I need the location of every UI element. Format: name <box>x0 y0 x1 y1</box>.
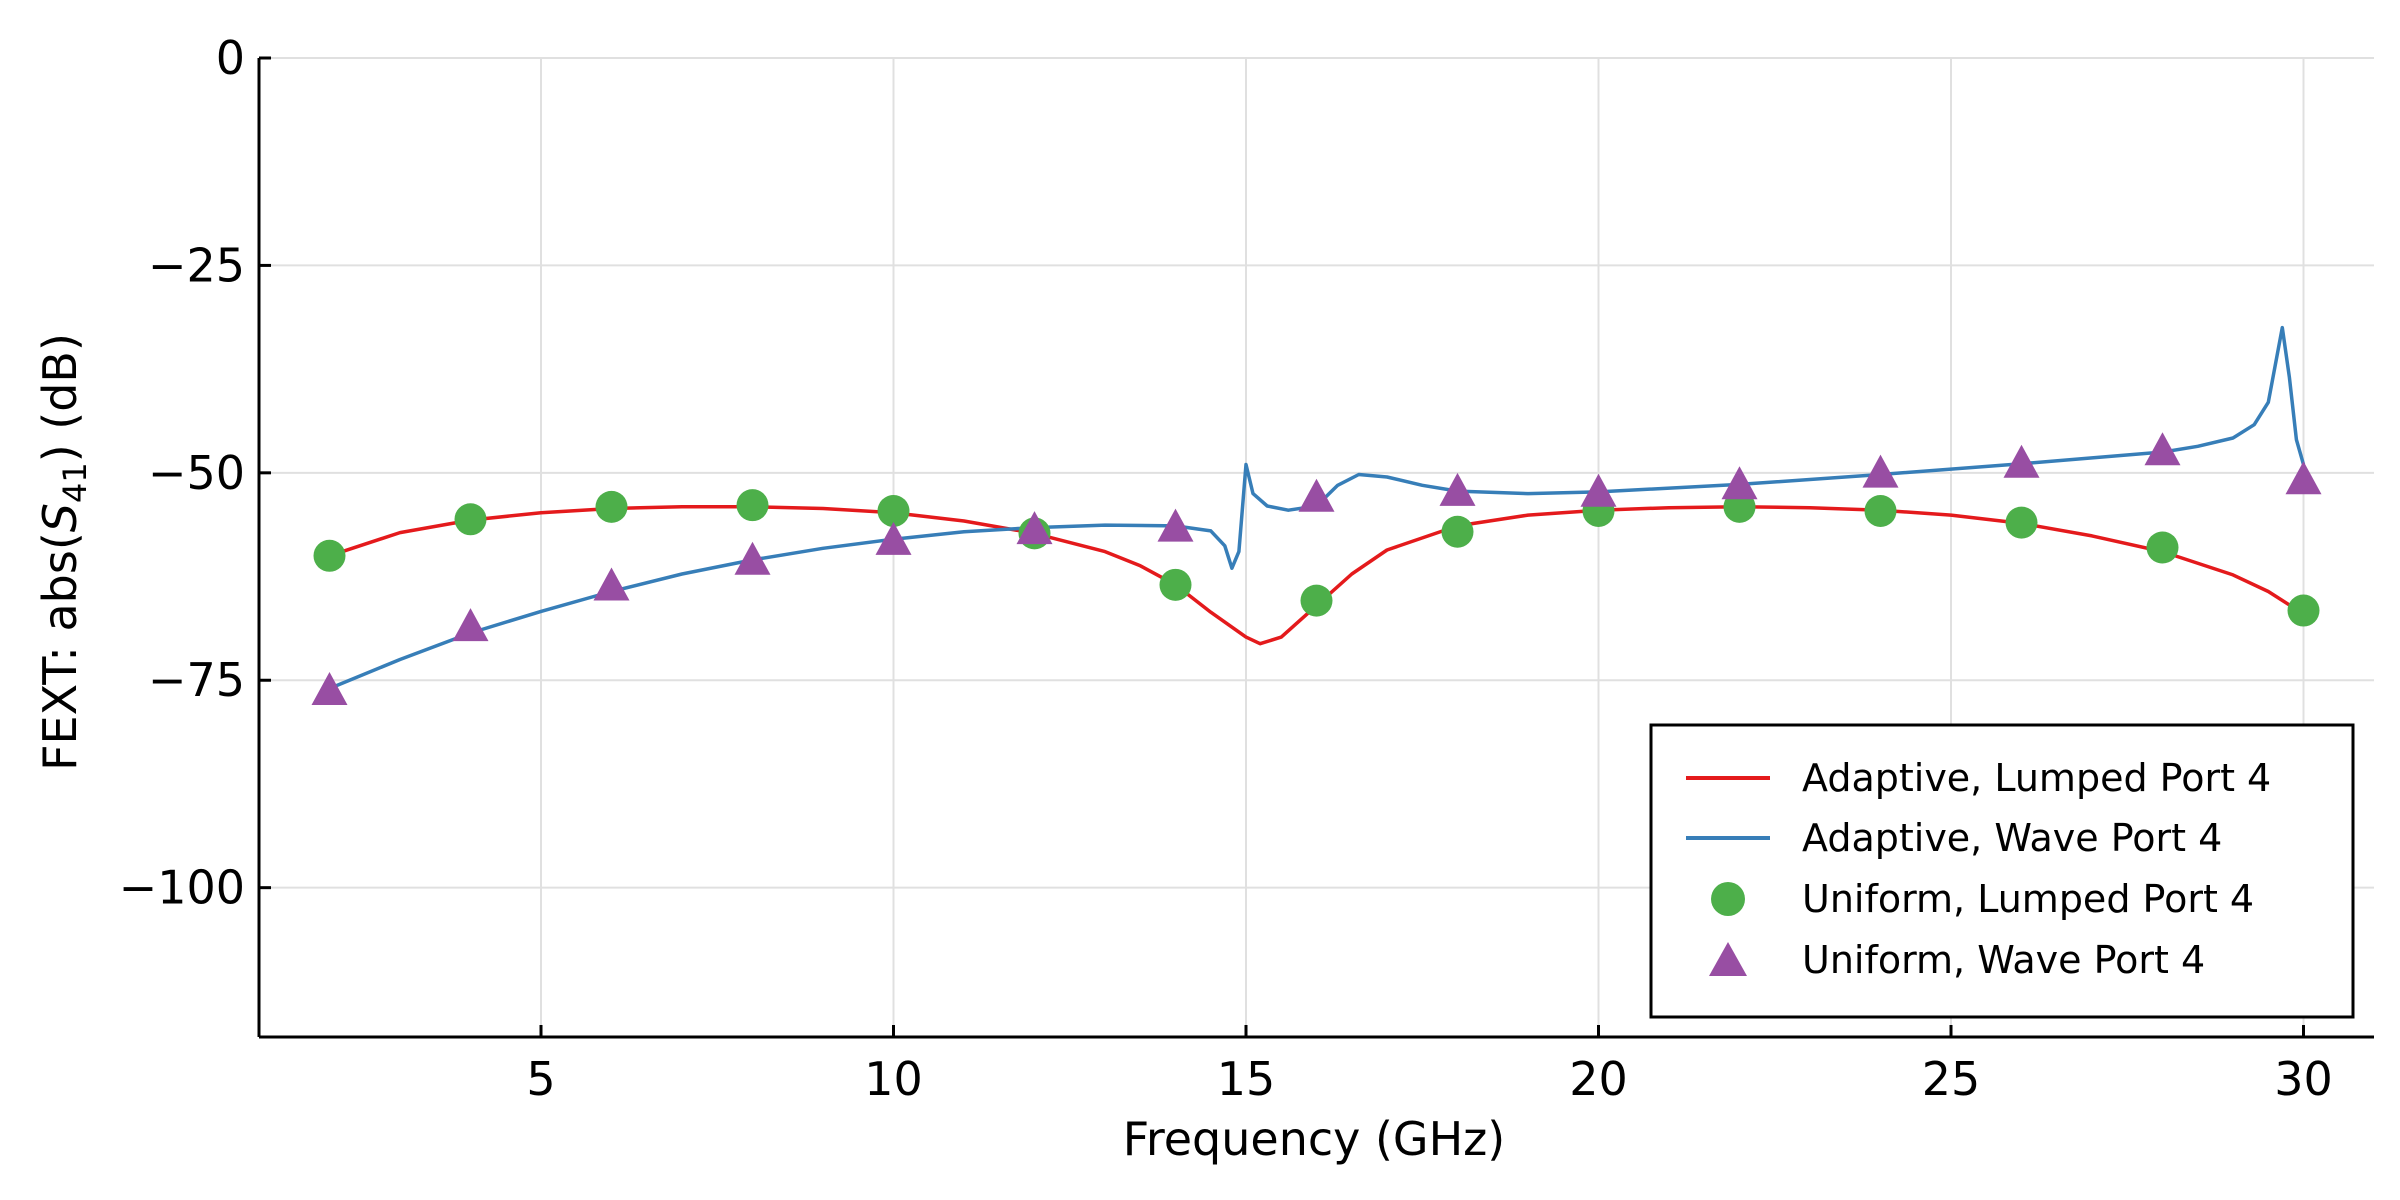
data-point-uniform-wave-port-4 <box>311 672 348 706</box>
y-axis-label-var: S <box>33 503 87 532</box>
data-point-uniform-wave-port-4 <box>1580 473 1617 507</box>
data-point-uniform-wave-port-4 <box>1157 508 1194 542</box>
data-point-uniform-lumped-port-4 <box>877 494 910 527</box>
legend: Adaptive, Lumped Port 4 Adaptive, Wave P… <box>1649 723 2355 1019</box>
series-line-adaptive-lumped-port-4 <box>328 505 2305 646</box>
data-point-uniform-lumped-port-4 <box>1864 494 1897 527</box>
data-point-uniform-wave-port-4 <box>1862 454 1899 488</box>
x-tick-label: 10 <box>864 1052 923 1106</box>
data-point-uniform-lumped-port-4 <box>1441 515 1474 548</box>
y-axis-label-suffix: ) (dB) <box>33 333 87 462</box>
legend-swatch-uniform-wave <box>1709 942 1747 976</box>
y-tick-label: −75 <box>148 653 245 707</box>
data-point-uniform-wave-port-4 <box>2003 444 2040 478</box>
tick-labels: 5 10 15 20 25 30 0 −25 −50 −75 −100 <box>119 31 2333 1106</box>
legend-label-uniform-wave: Uniform, Wave Port 4 <box>1802 938 2205 982</box>
data-point-uniform-wave-port-4 <box>2144 432 2181 466</box>
data-point-uniform-lumped-port-4 <box>313 539 346 572</box>
y-axis-label-prefix: FEXT: abs( <box>33 532 87 771</box>
x-tick-label: 5 <box>526 1052 555 1106</box>
data-point-uniform-wave-port-4 <box>1016 511 1053 545</box>
data-point-uniform-lumped-port-4 <box>2287 594 2320 627</box>
data-point-uniform-wave-port-4 <box>1721 466 1758 500</box>
y-tick-label: −25 <box>148 238 245 292</box>
x-axis-label: Frequency (GHz) <box>1123 1112 1506 1166</box>
data-point-uniform-wave-port-4 <box>2285 461 2322 495</box>
y-tick-label: 0 <box>216 31 245 85</box>
y-tick-label: −100 <box>119 861 245 915</box>
data-point-uniform-wave-port-4 <box>1298 478 1335 512</box>
data-point-uniform-wave-port-4 <box>875 521 912 555</box>
y-axis-label: FEXT: abs(S41) (dB) <box>33 333 94 771</box>
data-point-uniform-wave-port-4 <box>452 608 489 642</box>
data-point-uniform-lumped-port-4 <box>454 503 487 536</box>
data-point-uniform-lumped-port-4 <box>1300 584 1333 617</box>
x-tick-label: 20 <box>1569 1052 1628 1106</box>
data-point-uniform-lumped-port-4 <box>736 489 769 522</box>
legend-label-uniform-lumped: Uniform, Lumped Port 4 <box>1802 877 2254 921</box>
data-point-uniform-wave-port-4 <box>593 567 630 601</box>
legend-box <box>1649 723 2355 1019</box>
legend-label-adaptive-wave: Adaptive, Wave Port 4 <box>1802 816 2222 860</box>
tick-marks <box>259 56 2305 1037</box>
data-point-uniform-lumped-port-4 <box>2005 506 2038 539</box>
x-tick-label: 30 <box>2274 1052 2333 1106</box>
y-tick-label: −50 <box>148 446 245 500</box>
series-markers <box>311 432 2322 706</box>
x-tick-label: 15 <box>1217 1052 1276 1106</box>
data-point-uniform-wave-port-4 <box>1439 472 1476 506</box>
x-tick-label: 25 <box>1922 1052 1981 1106</box>
data-point-uniform-lumped-port-4 <box>1159 568 1192 601</box>
legend-label-adaptive-lumped: Adaptive, Lumped Port 4 <box>1802 756 2271 800</box>
legend-swatch-uniform-lumped <box>1711 882 1745 916</box>
data-point-uniform-lumped-port-4 <box>2146 531 2179 564</box>
data-point-uniform-wave-port-4 <box>734 541 771 575</box>
data-point-uniform-lumped-port-4 <box>595 490 628 523</box>
y-axis-label-sub: 41 <box>56 462 94 503</box>
axes <box>257 58 2374 1039</box>
